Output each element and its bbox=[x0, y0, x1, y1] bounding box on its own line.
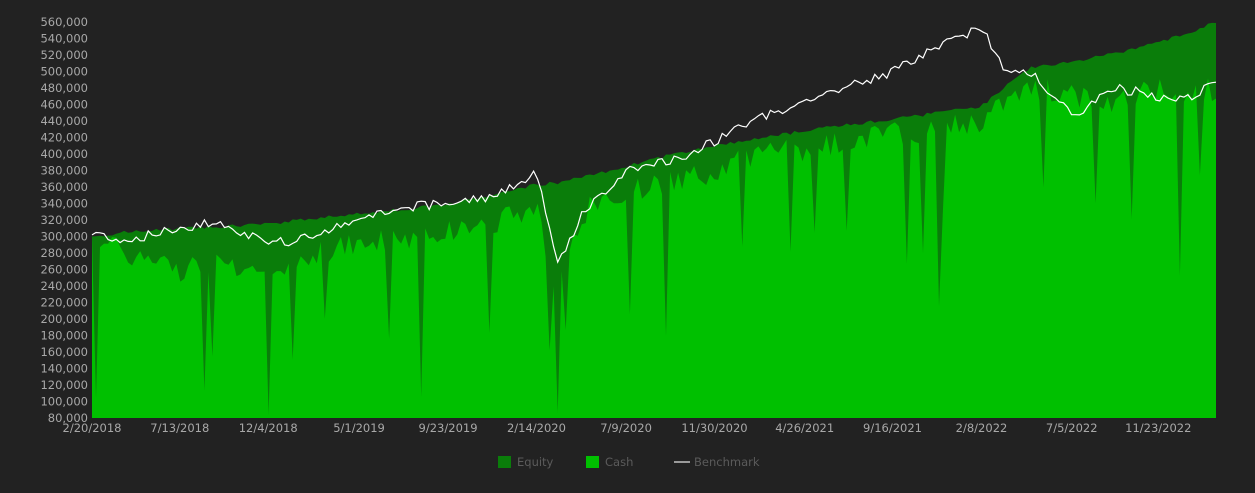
y-tick-label: 260,000 bbox=[40, 263, 88, 277]
y-tick-label: 140,000 bbox=[40, 362, 88, 376]
x-tick-label: 12/4/2018 bbox=[239, 421, 298, 435]
series-line-benchmark bbox=[91, 27, 1217, 264]
y-axis: 80,000 100,000 120,000 140,000 160,000 180,00… bbox=[40, 15, 88, 425]
legend-label-cash[interactable]: Cash bbox=[605, 455, 633, 469]
y-tick-label: 500,000 bbox=[40, 65, 88, 79]
x-tick-label: 2/14/2020 bbox=[507, 421, 566, 435]
legend-label-benchmark[interactable]: Benchmark bbox=[694, 455, 760, 469]
y-tick-label: 300,000 bbox=[40, 230, 88, 244]
x-tick-label: 5/1/2019 bbox=[333, 421, 385, 435]
x-tick-label: 7/13/2018 bbox=[150, 421, 209, 435]
legend-swatch-equity bbox=[498, 456, 511, 468]
y-tick-label: 180,000 bbox=[40, 329, 88, 343]
x-tick-label: 7/5/2022 bbox=[1046, 421, 1098, 435]
y-tick-label: 460,000 bbox=[40, 98, 88, 112]
legend-label-equity[interactable]: Equity bbox=[517, 455, 554, 469]
y-tick-label: 80,000 bbox=[48, 411, 88, 425]
x-axis: 2/20/2018 7/13/2018 12/4/2018 5/1/2019 9/23/… bbox=[63, 421, 1192, 435]
x-tick-label: 9/23/2019 bbox=[419, 421, 478, 435]
x-tick-label: 4/26/2021 bbox=[775, 421, 834, 435]
series-area-cash bbox=[92, 78, 1216, 418]
y-tick-label: 480,000 bbox=[40, 81, 88, 95]
y-tick-label: 100,000 bbox=[40, 395, 88, 409]
x-tick-label: 2/20/2018 bbox=[63, 421, 122, 435]
legend: Equity Cash Benchmark bbox=[498, 455, 760, 469]
y-tick-label: 320,000 bbox=[40, 213, 88, 227]
plot-area bbox=[91, 22, 1217, 419]
legend-swatch-cash bbox=[586, 456, 599, 468]
y-tick-label: 400,000 bbox=[40, 147, 88, 161]
x-tick-label: 11/30/2020 bbox=[681, 421, 747, 435]
y-tick-label: 520,000 bbox=[40, 48, 88, 62]
y-tick-label: 340,000 bbox=[40, 197, 88, 211]
y-tick-label: 240,000 bbox=[40, 279, 88, 293]
y-tick-label: 540,000 bbox=[40, 32, 88, 46]
y-tick-label: 560,000 bbox=[40, 15, 88, 29]
y-tick-label: 420,000 bbox=[40, 131, 88, 145]
y-tick-label: 220,000 bbox=[40, 296, 88, 310]
y-tick-label: 160,000 bbox=[40, 345, 88, 359]
x-tick-label: 11/23/2022 bbox=[1125, 421, 1191, 435]
x-tick-label: 9/16/2021 bbox=[863, 421, 922, 435]
y-tick-label: 440,000 bbox=[40, 114, 88, 128]
y-tick-label: 360,000 bbox=[40, 180, 88, 194]
y-tick-label: 380,000 bbox=[40, 164, 88, 178]
x-tick-label: 7/9/2020 bbox=[600, 421, 652, 435]
y-tick-label: 120,000 bbox=[40, 378, 88, 392]
y-tick-label: 200,000 bbox=[40, 312, 88, 326]
y-tick-label: 280,000 bbox=[40, 246, 88, 260]
x-tick-label: 2/8/2022 bbox=[956, 421, 1008, 435]
